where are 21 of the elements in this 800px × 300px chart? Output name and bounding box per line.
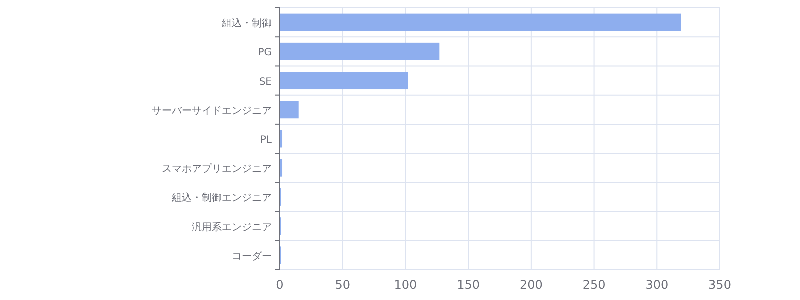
- x-tick-label: 150: [457, 278, 480, 292]
- x-tick-label: 50: [335, 278, 350, 292]
- bar: [280, 101, 299, 119]
- y-tick-label: 組込・制御エンジニア: [171, 192, 272, 204]
- x-tick-label: 250: [582, 278, 606, 292]
- y-tick-label: 汎用系エンジニア: [192, 221, 272, 234]
- y-tick-label: SE: [259, 76, 272, 88]
- y-tick-label: 組込・制御: [221, 18, 272, 30]
- x-tick-label: 350: [708, 278, 732, 292]
- y-tick-label: スマホアプリエンジニア: [162, 163, 272, 176]
- bar: [280, 42, 440, 60]
- x-tick-label: 300: [646, 278, 669, 292]
- x-tick-label: 0: [276, 278, 284, 292]
- y-tick-label: PL: [260, 135, 272, 146]
- y-tick-label: サーバーサイドエンジニア: [152, 106, 272, 117]
- bar: [280, 14, 682, 32]
- y-tick-label: PG: [258, 48, 272, 59]
- x-tick-label: 100: [394, 278, 418, 292]
- y-tick-label: コーダー: [232, 250, 272, 262]
- x-tick-label: 200: [520, 278, 543, 292]
- bar: [280, 72, 408, 90]
